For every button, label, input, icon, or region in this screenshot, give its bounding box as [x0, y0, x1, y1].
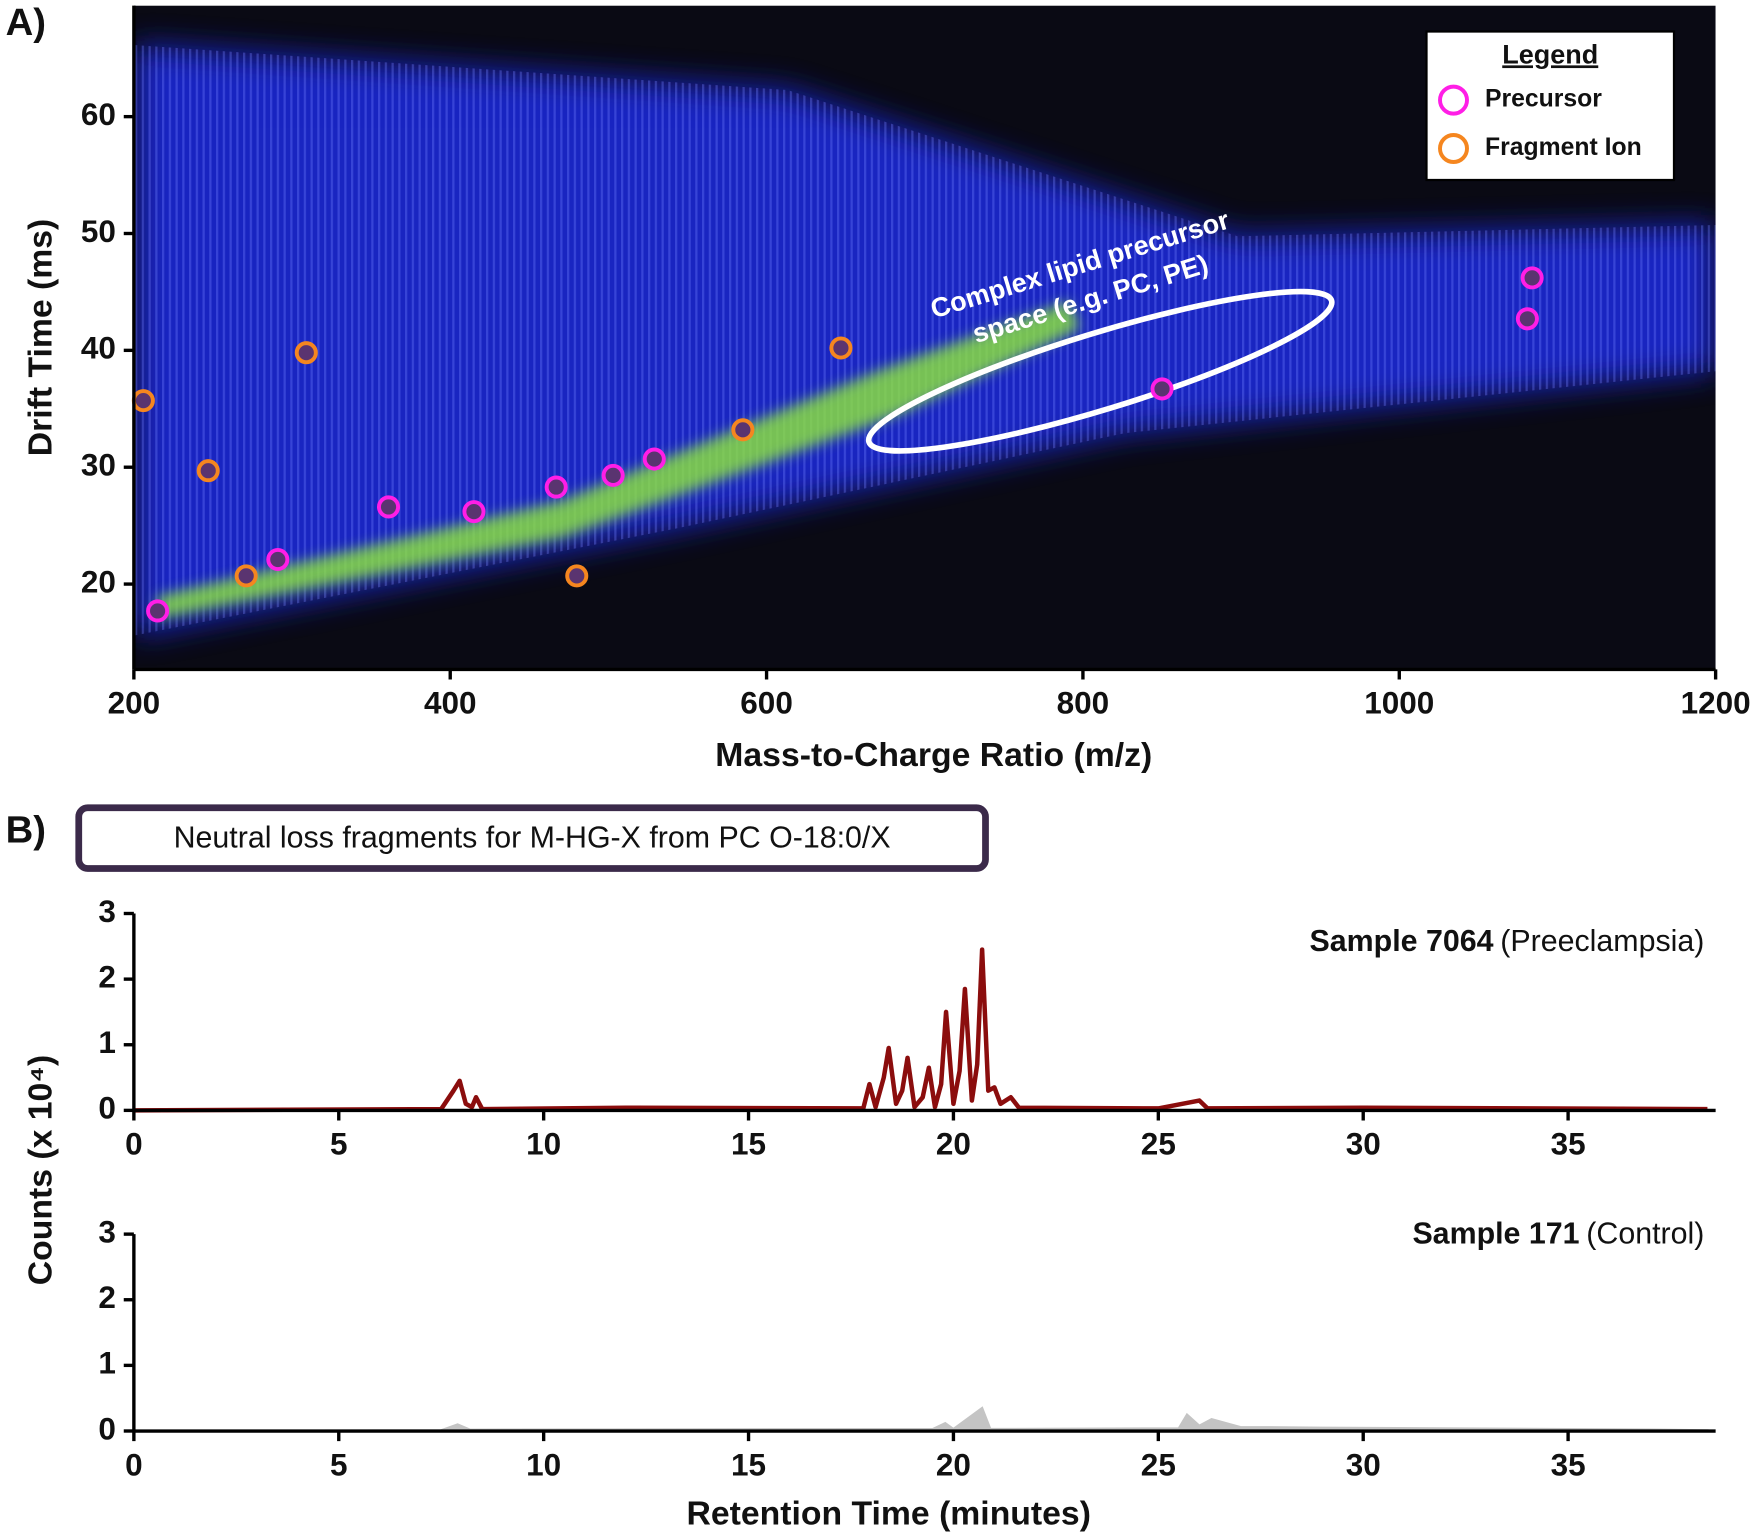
x-tick-label: 10 [526, 1446, 561, 1482]
heatmap-green-band [157, 301, 1080, 619]
x-tick-label: 35 [1551, 1126, 1586, 1162]
area [133, 1406, 1709, 1433]
x-tick-label: 0 [125, 1126, 143, 1162]
y-tick-label: 3 [98, 893, 116, 929]
y-tick-label: 0 [98, 1410, 116, 1446]
x-axis-label: Mass-to-Charge Ratio (m/z) [715, 736, 1152, 774]
point [462, 500, 486, 524]
point [146, 599, 170, 623]
y-axis-label: Drift Time (ms) [22, 219, 60, 457]
x-axis-label: Retention Time (minutes) [687, 1494, 1091, 1532]
x-tick-label: 5 [330, 1126, 348, 1162]
point [1520, 266, 1544, 290]
x-tick-label: 1200 [1681, 685, 1751, 721]
title-box [75, 804, 989, 872]
y-tick-label: 40 [81, 330, 116, 366]
x-tick-label: 25 [1141, 1446, 1176, 1482]
annotation-ellipse [865, 288, 1335, 454]
panel-label: A) [6, 1, 46, 44]
x-tick-label: 20 [936, 1446, 971, 1482]
y-tick-label: 2 [98, 1279, 116, 1315]
heatmap-streaks [133, 45, 1716, 636]
x-tick-label: 30 [1346, 1446, 1381, 1482]
sample-group: (Preeclampsia) [1500, 925, 1704, 958]
x-tick-label: 15 [731, 1446, 766, 1482]
y-tick-label: 1 [98, 1345, 116, 1381]
point [601, 463, 625, 487]
legend-label: Precursor [1485, 86, 1602, 113]
point [829, 336, 853, 360]
x-tick-label: 200 [108, 685, 161, 721]
y-tick-label: 2 [98, 958, 116, 994]
x-tick-label: 0 [125, 1446, 143, 1482]
point [294, 341, 318, 365]
x-tick-label: 15 [731, 1126, 766, 1162]
x-tick-label: 20 [936, 1126, 971, 1162]
x-tick-label: 600 [740, 685, 793, 721]
point [642, 447, 666, 471]
sample-label: Sample 171 (Control) [1412, 1217, 1704, 1250]
legend-marker [1438, 84, 1469, 116]
y-tick-label: 30 [81, 447, 116, 483]
x-tick-label: 10 [526, 1126, 561, 1162]
point [1515, 307, 1539, 331]
x-tick-label: 5 [330, 1446, 348, 1482]
sample-group: (Control) [1586, 1217, 1704, 1250]
y-tick-label: 50 [81, 213, 116, 249]
legend-title: Legend [1502, 39, 1598, 69]
y-tick-label: 0 [98, 1090, 116, 1126]
point [196, 459, 220, 483]
panel-label: B) [6, 809, 46, 852]
line [133, 947, 1708, 1113]
point [377, 495, 401, 519]
point [731, 418, 755, 442]
point [234, 564, 258, 588]
sample-name: Sample 171 [1412, 1217, 1579, 1250]
x-tick-label: 35 [1551, 1446, 1586, 1482]
x-tick-label: 25 [1141, 1126, 1176, 1162]
x-tick-label: 800 [1057, 685, 1110, 721]
sample-label: Sample 7064 (Preeclampsia) [1310, 925, 1705, 958]
y-tick-label: 20 [81, 563, 116, 599]
x-tick-label: 30 [1346, 1126, 1381, 1162]
x-tick-label: 400 [424, 685, 477, 721]
y-tick-label: 3 [98, 1213, 116, 1249]
chart-title: Neutral loss fragments for M-HG-X from P… [174, 821, 891, 854]
sample-name: Sample 7064 [1310, 925, 1494, 958]
point [266, 547, 290, 572]
legend-marker [1438, 133, 1469, 164]
y-axis-label: Counts (x 10⁴) [22, 1055, 60, 1285]
y-tick-label: 1 [98, 1024, 116, 1060]
legend-label: Fragment Ion [1485, 134, 1642, 161]
y-tick-label: 60 [81, 96, 116, 132]
point [544, 475, 568, 499]
point [1150, 377, 1174, 401]
point [565, 564, 589, 588]
x-tick-label: 1000 [1364, 685, 1434, 721]
point [131, 389, 155, 413]
